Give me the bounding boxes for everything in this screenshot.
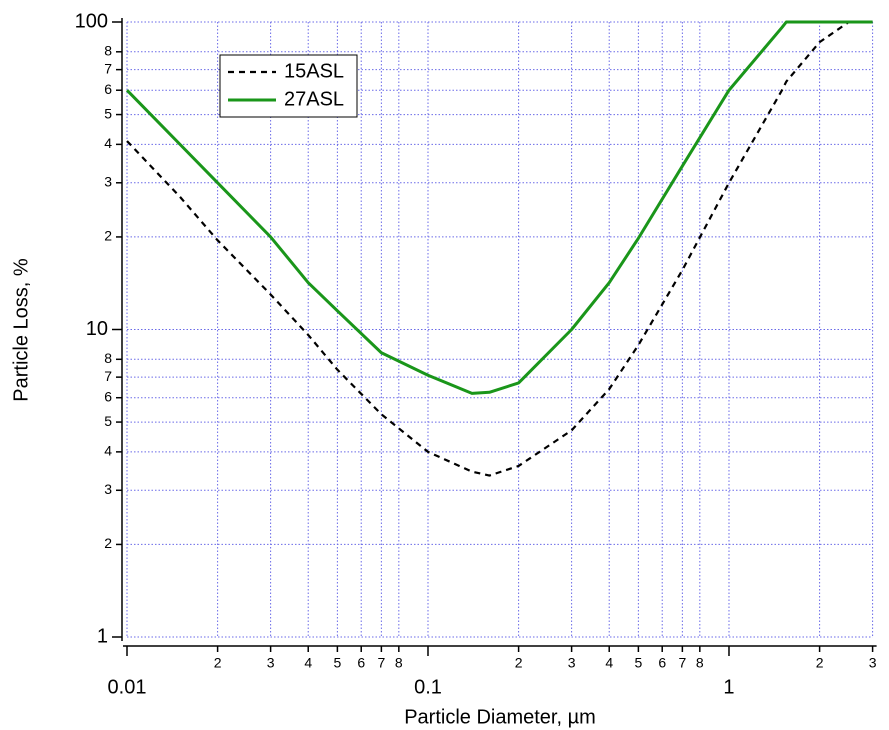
- y-tick-label: 4: [104, 443, 112, 459]
- legend-label: 27ASL: [284, 88, 344, 110]
- x-tick-label: 2: [515, 655, 523, 671]
- series-line: [126, 20, 873, 477]
- y-tick-label: 3: [104, 173, 112, 189]
- x-tick-label: 4: [304, 655, 312, 671]
- x-tick-label: 5: [333, 655, 341, 671]
- y-tick-label: 2: [104, 535, 112, 551]
- x-axis-label: Particle Diameter, µm: [404, 706, 596, 728]
- y-tick-label: 6: [104, 388, 112, 404]
- legend-label: 15ASL: [284, 60, 344, 82]
- x-tick-label: 8: [696, 655, 704, 671]
- y-tick-label: 7: [104, 368, 112, 384]
- x-tick-label: 6: [658, 655, 666, 671]
- y-tick-label: 7: [104, 60, 112, 76]
- y-tick-label: 6: [104, 81, 112, 97]
- legend-box: [219, 54, 358, 118]
- y-tick-label: 10: [86, 318, 108, 340]
- y-tick-label: 8: [104, 350, 112, 366]
- y-tick-label: 4: [104, 135, 112, 151]
- y-tick-label: 3: [104, 481, 112, 497]
- x-tick-label: 3: [869, 655, 877, 671]
- x-tick-label: 2: [214, 655, 222, 671]
- y-axis-label: Particle Loss, %: [10, 258, 32, 402]
- x-tick-label: 8: [395, 655, 403, 671]
- y-tick-label: 2: [104, 228, 112, 244]
- y-tick-label: 5: [104, 105, 112, 121]
- y-tick-label: 5: [104, 413, 112, 429]
- x-tick-label: 3: [267, 655, 275, 671]
- x-tick-label: 0.01: [108, 676, 147, 698]
- x-tick-label: 4: [605, 655, 613, 671]
- x-tick-label: 7: [377, 655, 385, 671]
- x-tick-label: 7: [678, 655, 686, 671]
- x-tick-label: 1: [723, 676, 734, 698]
- x-tick-label: 6: [357, 655, 365, 671]
- x-tick-label: 3: [568, 655, 576, 671]
- x-tick-label: 0.1: [414, 676, 442, 698]
- x-tick-label: 5: [634, 655, 642, 671]
- y-tick-label: 100: [75, 10, 108, 32]
- y-tick-label: 1: [97, 625, 108, 647]
- x-tick-label: 2: [816, 655, 824, 671]
- series-line: [125, 20, 873, 395]
- y-tick-label: 8: [104, 43, 112, 59]
